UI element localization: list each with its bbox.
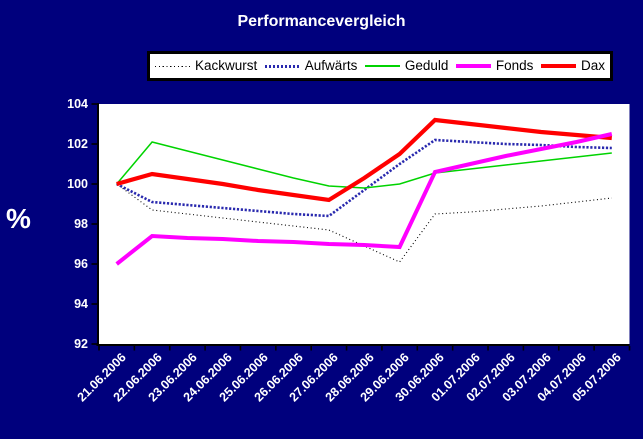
legend-label: Aufwärts [304, 58, 358, 74]
series-line-fonds[interactable] [115, 132, 613, 266]
y-tick-label: 96 [74, 257, 88, 271]
legend-line-sample-kackwurst [155, 65, 190, 67]
legend-label: Geduld [404, 58, 449, 74]
legend-item-kackwurst[interactable]: Kackwurst [155, 59, 257, 73]
legend-label: Fonds [495, 58, 534, 74]
y-axis-unit-label: % [6, 203, 31, 234]
legend-label: Dax [580, 58, 605, 74]
legend-box[interactable]: Kackwurst Aufwärts Geduld Fonds Dax [147, 51, 613, 81]
chart-title: Performancevergleich [237, 13, 406, 30]
legend-line-sample-dax [540, 64, 576, 68]
series-line-aufwärts[interactable] [116, 138, 612, 218]
legend-label: Kackwurst [195, 58, 258, 74]
plot-area[interactable] [98, 104, 630, 344]
legend-item-fonds[interactable]: Fonds [455, 58, 534, 74]
y-tick-label: 102 [67, 137, 88, 151]
series-line-geduld[interactable] [116, 141, 612, 189]
y-tick-label: 100 [67, 177, 88, 191]
legend-line-sample-aufwärts [264, 64, 300, 68]
legend-line-sample-geduld [364, 65, 400, 67]
y-tick-label: 104 [67, 97, 88, 111]
legend-item-geduld[interactable]: Geduld [364, 58, 449, 74]
legend-item-dax[interactable]: Dax [540, 58, 605, 74]
series-line-dax[interactable] [116, 117, 612, 203]
legend-line-sample-fonds [455, 64, 491, 68]
y-tick-label: 92 [74, 337, 88, 351]
y-tick-label: 94 [74, 297, 88, 311]
legend-item-aufwärts[interactable]: Aufwärts [264, 58, 358, 74]
y-tick-label: 98 [74, 217, 88, 231]
